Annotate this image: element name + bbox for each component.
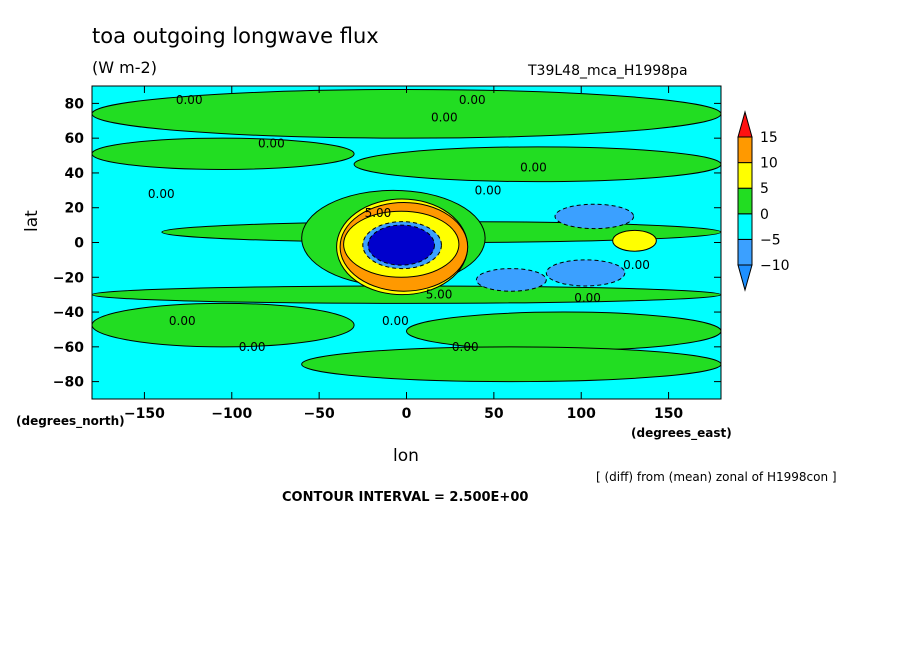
y-tick-label-6: 40 [65,166,85,182]
contour-region-17 [475,268,547,292]
run-id: T39L48_mca_H1998pa [528,63,688,79]
contour-label-8: 0.00 [623,258,650,272]
contour-label-6: 0.00 [475,183,502,197]
contour-region-5 [92,302,355,348]
y-tick-label-7: 60 [65,131,85,147]
y-axis-units: (degrees_north) [16,414,125,428]
contour-labels: 0.00 0.000.000.000.000.00 0.005.000.005.00… [148,93,650,354]
colorbar-label-4: 10 [760,156,778,172]
contour-label-12: 0.00 [382,314,409,328]
contour-label-13: 0.00 [239,340,266,354]
contour-label-3: 0.00 [258,136,285,150]
colorbar-label-1: −5 [760,232,781,248]
colorbar-label-0: −10 [760,258,790,274]
contour-label-9: 5.00 [426,288,453,302]
colorbar: −10 −5 0 5 10 15 [737,110,790,292]
y-tick-label-2: −40 [53,305,84,321]
filled-contour-field [92,86,721,399]
x-tick-label-3: 0 [402,406,412,422]
colorbar-segment-4 [737,136,753,164]
colorbar-label-3: 5 [760,181,769,197]
colorbar-extend-bottom [737,264,753,292]
contour-label-0: 0.00 [176,93,203,107]
contour-label-14: 0.00 [452,340,479,354]
contour-region-16 [554,203,635,230]
x-tick-label-1: −100 [211,406,252,422]
x-axis-units: (degrees_east) [631,426,732,440]
contour-region-14 [367,224,435,266]
contour-region-2 [92,137,355,170]
x-axis-label: lon [393,446,419,466]
contour-interval: CONTOUR INTERVAL = 2.500E+00 [282,490,529,505]
y-tick-label-3: −20 [53,270,84,286]
x-tick-label-5: 100 [567,406,596,422]
contour-label-5: 0.00 [148,187,175,201]
contour-region-15 [612,229,657,252]
colorbar-segment-1 [737,213,753,240]
y-tick-label-0: −80 [53,375,84,391]
plot-units: (W m-2) [92,58,157,77]
colorbar-segment-2 [737,187,753,215]
contour-label-2: 0.00 [431,110,458,124]
colorbar-label-5: 15 [760,130,778,146]
x-tick-label-6: 150 [654,406,683,422]
contour-label-7: 5.00 [365,206,392,220]
difference-note: [ (diff) from (mean) zonal of H1998con ] [596,470,837,484]
contour-label-1: 0.00 [459,93,486,107]
contour-label-10: 0.00 [574,291,601,305]
y-tick-label-4: 0 [74,236,84,252]
colorbar-extend-top [737,110,753,138]
x-tick-label-4: 50 [484,406,504,422]
contour-region-7 [301,346,721,383]
contour-label-11: 0.00 [169,314,196,328]
x-tick-label-0: −150 [124,406,165,422]
colorbar-label-2: 0 [760,207,769,223]
colorbar-segment-0 [737,238,753,266]
y-tick-label-1: −60 [53,340,84,356]
axis-ticks: −150 −100 −50 0 50 100 150 −80 −60 −40 −20 0 20 40 60 8… [53,86,721,422]
plot-title: toa outgoing longwave flux [92,24,379,48]
contour-label-4: 0.00 [520,161,547,175]
y-tick-label-8: 80 [65,96,85,112]
contour-region-18 [545,259,626,287]
x-tick-label-2: −50 [304,406,335,422]
contour-region-3 [353,146,721,183]
colorbar-segment-3 [737,162,753,189]
y-tick-label-5: 20 [65,201,85,217]
